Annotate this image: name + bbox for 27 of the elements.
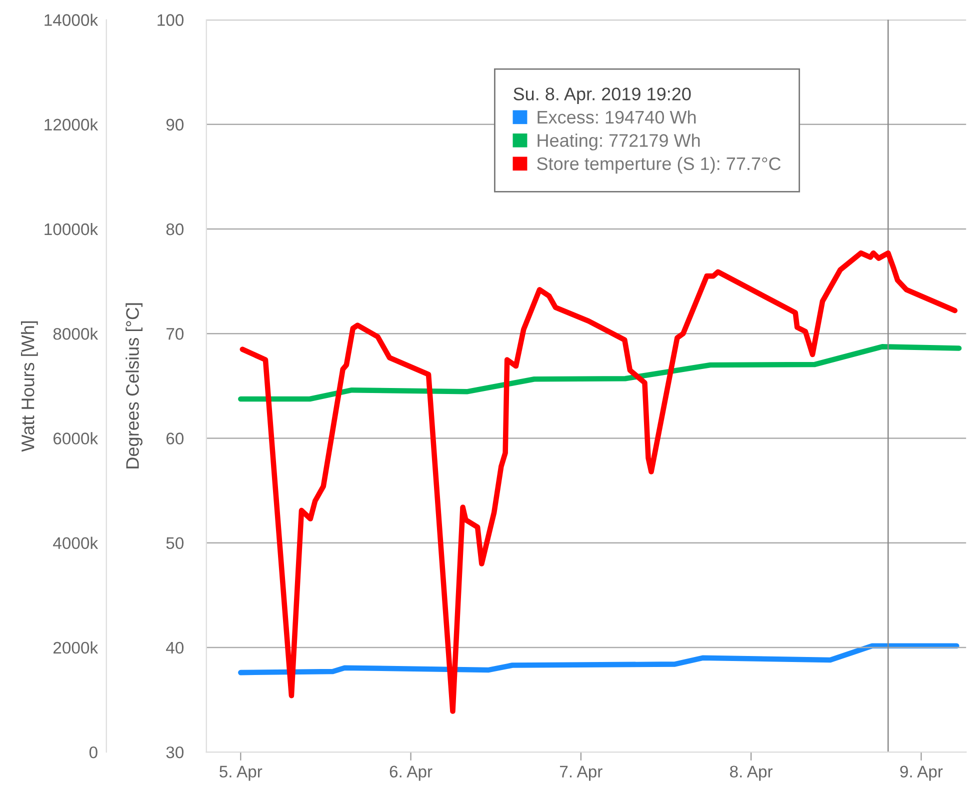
y2-tick-label: 2000k	[53, 641, 98, 654]
legend-label: Store temperture (S 1): 77.7°C	[537, 156, 781, 174]
legend-label: Excess: 194740 Wh	[538, 110, 696, 124]
y2-tick-label: 0	[89, 746, 98, 758]
x-tick-label: 8. Apr	[730, 766, 773, 781]
y-tick-label: 80	[166, 223, 184, 236]
y-axis-title: Degrees Celsius [°C]	[126, 303, 142, 468]
y-tick-label: 70	[166, 328, 184, 340]
y2-tick-label: 8000k	[53, 328, 98, 340]
y-tick-label: 100	[158, 14, 184, 26]
y-tick-label: 40	[166, 642, 184, 654]
y-tick-label: 50	[166, 537, 184, 550]
y2-axis-title: Watt Hours [Wh]	[21, 321, 38, 452]
y-tick-label: 30	[166, 746, 184, 758]
y2-tick-label: 4000k	[53, 536, 98, 550]
y2-tick-label: 14000k	[44, 14, 98, 26]
y2-tick-label: 10000k	[44, 222, 98, 236]
x-tick-label: 6. Apr	[390, 766, 432, 781]
y2-tick-label: 6000k	[54, 432, 98, 444]
x-tick-label: 9. Apr	[900, 766, 943, 781]
y-tick-label: 90	[166, 118, 184, 131]
x-tick-label: 7. Apr	[560, 766, 602, 781]
y2-tick-label: 12000k	[44, 118, 98, 131]
legend-label: Heating: 772179 Wh	[538, 134, 700, 150]
legend-title: Su. 8. Apr. 2019 19:20	[514, 88, 691, 104]
y-tick-label: 60	[166, 432, 184, 444]
x-tick-label: 5. Apr	[220, 766, 262, 781]
